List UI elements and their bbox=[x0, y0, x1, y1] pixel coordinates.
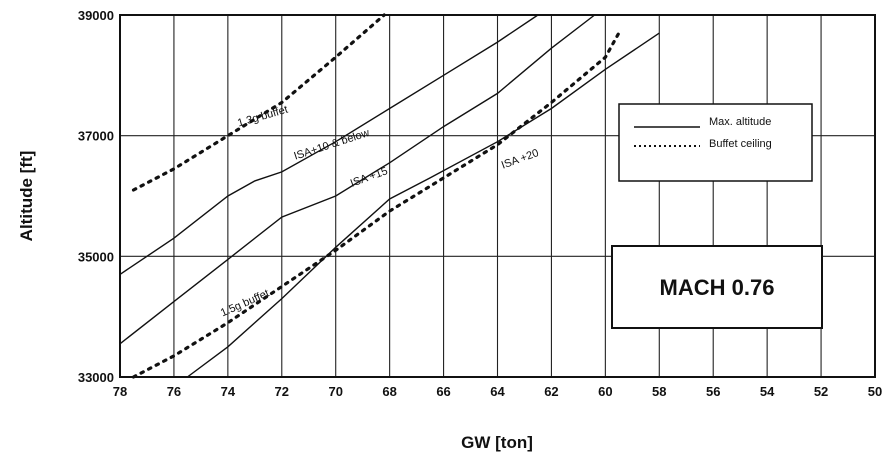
mach-box bbox=[611, 245, 823, 329]
x-tick-labels: 78 76 74 72 70 68 66 64 62 60 58 56 54 52 50 bbox=[113, 384, 882, 399]
x-tick-label: 52 bbox=[814, 384, 828, 399]
legend: Max. altitude Buffet ceiling bbox=[618, 103, 813, 182]
mach-label: MACH 0.76 bbox=[660, 275, 775, 300]
series-line-isa-10-below bbox=[119, 14, 539, 275]
legend-box bbox=[618, 103, 813, 182]
y-axis-title: Altitude [ft] bbox=[17, 151, 36, 242]
y-tick-labels: 33000 35000 37000 39000 bbox=[78, 8, 114, 385]
x-tick-label: 66 bbox=[436, 384, 450, 399]
mach-annotation: MACH 0.76 bbox=[611, 245, 823, 329]
x-tick-label: 50 bbox=[868, 384, 882, 399]
y-tick-label: 35000 bbox=[78, 249, 114, 264]
x-tick-label: 62 bbox=[544, 384, 558, 399]
series-line-isa-20 bbox=[186, 32, 660, 378]
x-tick-label: 60 bbox=[598, 384, 612, 399]
series-group bbox=[119, 13, 660, 379]
x-axis-title: GW [ton] bbox=[461, 433, 533, 452]
legend-label-buffet-ceiling: Buffet ceiling bbox=[709, 138, 772, 150]
series-line-isa-15 bbox=[119, 14, 596, 345]
y-tick-label: 37000 bbox=[78, 129, 114, 144]
series-line-1-5g-buffet bbox=[131, 31, 621, 379]
x-tick-label: 74 bbox=[221, 384, 236, 399]
x-tick-label: 64 bbox=[490, 384, 505, 399]
x-tick-label: 56 bbox=[706, 384, 720, 399]
x-tick-label: 76 bbox=[167, 384, 181, 399]
legend-label-max-altitude: Max. altitude bbox=[709, 116, 771, 128]
series-line-1-3g-buffet bbox=[131, 13, 386, 192]
x-tick-label: 78 bbox=[113, 384, 127, 399]
x-tick-label: 72 bbox=[275, 384, 289, 399]
y-tick-label: 39000 bbox=[78, 8, 114, 23]
plot-frame bbox=[119, 14, 876, 378]
x-tick-label: 70 bbox=[328, 384, 342, 399]
x-tick-label: 58 bbox=[652, 384, 666, 399]
x-tick-label: 54 bbox=[760, 384, 775, 399]
y-tick-label: 33000 bbox=[78, 370, 114, 385]
x-tick-label: 68 bbox=[382, 384, 396, 399]
